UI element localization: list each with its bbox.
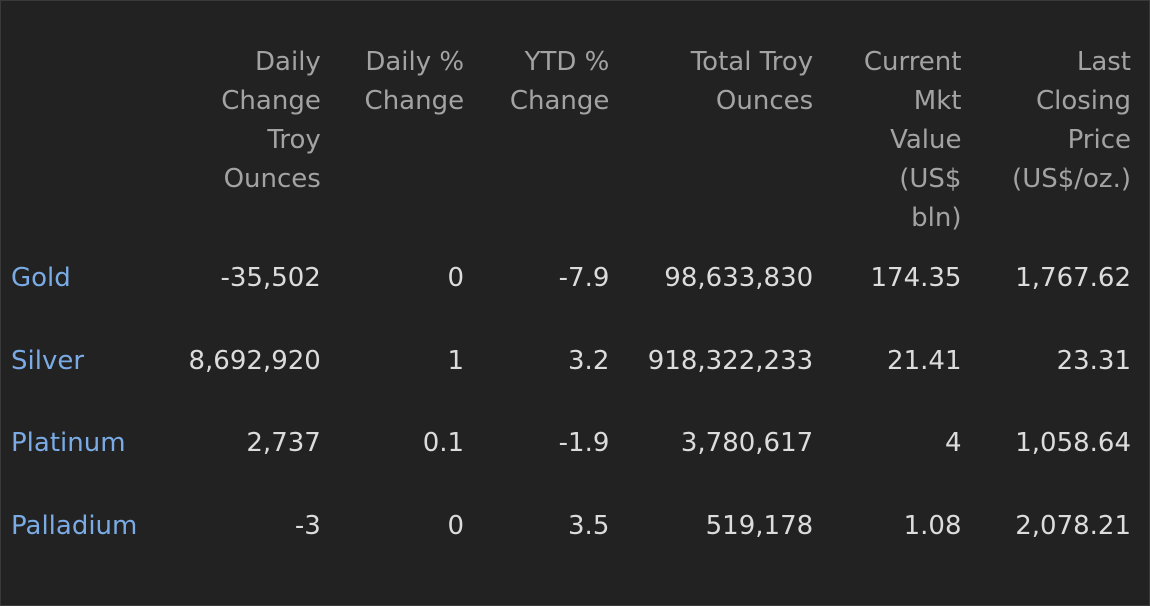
table-cell: 1,058.64 [1015, 428, 1131, 458]
table-cell: 3.5 [568, 510, 610, 541]
table-cell: -35,502 [220, 263, 321, 293]
table-cell: 8,692,920 [188, 345, 321, 376]
table-cell: 1.08 [903, 510, 962, 541]
metal-link-palladium[interactable]: Palladium [11, 510, 138, 541]
table-cell: 21.41 [887, 345, 962, 376]
table-row: Gold -35,502 0 -7.9 98,633,830 174.35 1,… [1, 261, 1131, 344]
table-cell: 1,767.62 [1015, 263, 1131, 293]
header-daily-pct-change: Daily % Change [364, 47, 465, 116]
table-cell: 519,178 [705, 510, 814, 541]
table-row: Palladium -3 0 3.5 519,178 1.08 2,078.21 [1, 509, 1131, 592]
table-row: Silver 8,692,920 1 3.2 918,322,233 21.41… [1, 344, 1131, 427]
header-metal [1, 43, 173, 261]
metal-link-gold[interactable]: Gold [11, 263, 71, 293]
table-cell: -3 [294, 510, 321, 541]
table-cell: 0.1 [422, 428, 465, 458]
header-ytd-pct-change: YTD % Change [509, 47, 610, 116]
table-cell: 0 [447, 263, 465, 293]
table-cell: 0 [447, 510, 465, 541]
table-cell: 3,780,617 [680, 428, 814, 458]
header-daily-change-troy-ounces: Daily Change Troy Ounces [221, 47, 321, 194]
metal-link-platinum[interactable]: Platinum [11, 428, 126, 458]
header-total-troy-ounces: Total Troy Ounces [690, 47, 814, 116]
metal-link-silver[interactable]: Silver [11, 345, 85, 376]
table-cell: 23.31 [1056, 345, 1131, 376]
table-cell: 174.35 [870, 263, 962, 293]
metals-table: Daily Change Troy Ounces Daily % Change … [1, 43, 1131, 591]
table-cell: 918,322,233 [647, 345, 814, 376]
table-row: Platinum 2,737 0.1 -1.9 3,780,617 4 1,05… [1, 426, 1131, 509]
table-cell: 3.2 [568, 345, 610, 376]
header-last-closing-price: Last Closing Price (US$/oz.) [1012, 47, 1131, 194]
table-cell: -1.9 [558, 428, 610, 458]
table-cell: 2,078.21 [1015, 510, 1131, 541]
table-cell: 98,633,830 [664, 263, 814, 293]
table-cell: 4 [944, 428, 962, 458]
header-row: Daily Change Troy Ounces Daily % Change … [1, 43, 1131, 261]
header-current-mkt-value: Current Mkt Value (US$ bln) [863, 47, 962, 233]
table-cell: -7.9 [558, 263, 610, 293]
table-cell: 1 [447, 345, 465, 376]
table-cell: 2,737 [246, 428, 321, 458]
